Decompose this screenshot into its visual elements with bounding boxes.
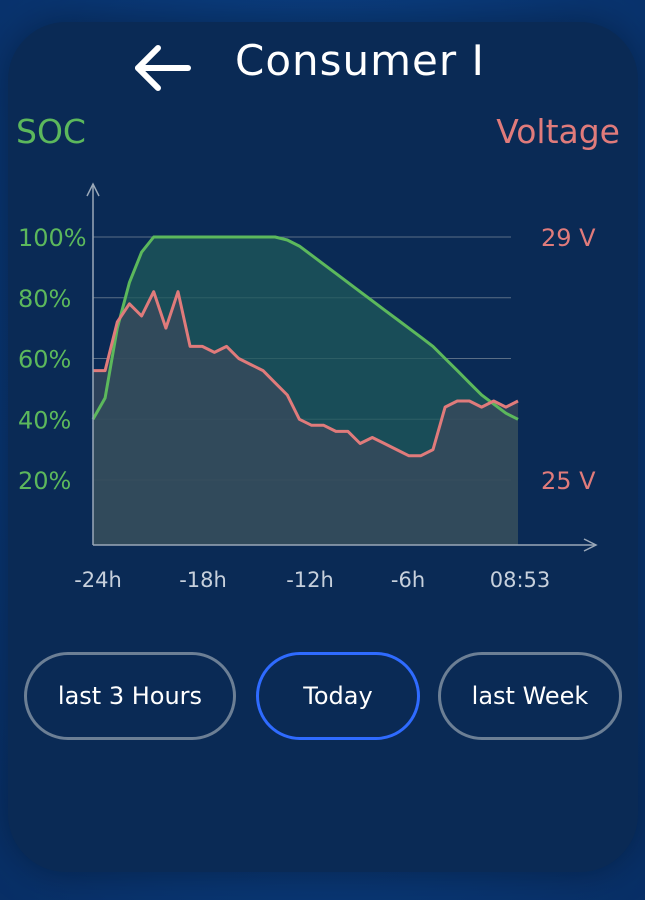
x-tick-label: 08:53 (490, 568, 551, 592)
consumer-card: Consumer I SOC Voltage 100% 80% 60% 40% 20% … (8, 22, 638, 872)
chart-lines (91, 235, 519, 458)
x-tick-label: -12h (286, 568, 334, 592)
y-left-tick-label: 40% (18, 406, 71, 434)
y-left-tick-label: 20% (18, 467, 71, 495)
soc-axis-label: SOC (16, 112, 86, 151)
y-left-tick-label: 100% (18, 224, 87, 252)
range-buttons: last 3 Hours Today last Week (8, 652, 638, 747)
last-week-button[interactable]: last Week (438, 652, 622, 740)
x-tick-label: -6h (391, 568, 425, 592)
x-axis-labels: -24h -18h -12h -6h 08:53 (74, 568, 550, 592)
y-left-tick-label: 80% (18, 285, 71, 313)
x-tick-label: -24h (74, 568, 122, 592)
page-title: Consumer I (235, 36, 485, 85)
header: Consumer I (8, 22, 638, 112)
voltage-area (93, 291, 518, 545)
y-right-labels: 29 V 25 V (541, 224, 596, 495)
soc-voltage-chart: 100% 80% 60% 40% 20% 29 V 25 V -24h -18h -12h -6… (18, 182, 598, 592)
arrow-left-icon (135, 45, 191, 91)
voltage-axis-label: Voltage (496, 112, 620, 151)
y-right-tick-label: 29 V (541, 224, 596, 252)
soc-line (91, 235, 519, 421)
y-axis-arrow (86, 182, 100, 197)
chart-areas (93, 237, 518, 545)
back-button[interactable] (126, 38, 196, 98)
last-3-hours-button[interactable]: last 3 Hours (24, 652, 236, 740)
voltage-line (93, 290, 519, 458)
y-left-labels: 100% 80% 60% 40% 20% (18, 224, 87, 495)
y-right-tick-label: 25 V (541, 467, 596, 495)
chart-axes (86, 182, 598, 552)
x-tick-label: -18h (179, 568, 227, 592)
today-button[interactable]: Today (256, 652, 420, 740)
x-axis-arrow (583, 538, 598, 552)
y-left-tick-label: 60% (18, 346, 71, 374)
